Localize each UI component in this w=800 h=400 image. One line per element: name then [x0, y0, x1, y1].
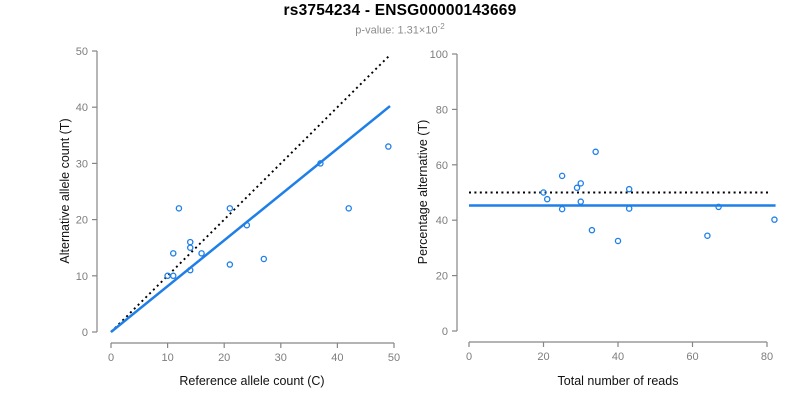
data-point [186, 244, 194, 251]
allele-count-plot-y-axis-title: Alternative allele count (T) [58, 118, 72, 263]
data-point [625, 185, 633, 193]
x-tick-label: 0 [108, 352, 114, 364]
y-tick-label: 40 [436, 215, 448, 227]
y-tick-label: 50 [76, 46, 88, 58]
data-point [543, 195, 551, 203]
x-tick-label: 0 [466, 351, 472, 363]
data-point [186, 238, 194, 246]
percentage-plot-x-axis-title: Total number of reads [558, 374, 679, 388]
data-point [625, 205, 633, 212]
x-tick-label: 10 [161, 352, 173, 364]
y-tick-label: 80 [436, 104, 448, 116]
fit-line [110, 105, 391, 333]
data-point [573, 184, 581, 192]
data-point [260, 255, 268, 263]
data-point [704, 232, 711, 239]
data-point [243, 221, 251, 229]
data-point [226, 261, 234, 268]
x-tick-label: 20 [218, 352, 230, 364]
data-point [170, 250, 177, 257]
allele-count-plot-x-axis-title: Reference allele count (C) [179, 374, 324, 388]
data-point [385, 143, 392, 150]
data-point [577, 180, 585, 187]
data-point [614, 237, 622, 245]
data-point [198, 250, 205, 257]
x-tick-label: 20 [537, 351, 549, 363]
data-point [317, 160, 324, 167]
data-point [345, 205, 352, 212]
y-tick-label: 10 [76, 271, 88, 283]
y-tick-label: 100 [430, 49, 448, 61]
y-tick-label: 20 [76, 215, 88, 227]
data-point [186, 266, 194, 274]
x-tick-label: 40 [331, 352, 343, 364]
data-point [592, 148, 599, 156]
data-point [577, 198, 585, 205]
data-point [771, 216, 778, 223]
x-tick-label: 80 [761, 351, 773, 363]
y-tick-label: 30 [76, 158, 88, 170]
data-point [540, 189, 547, 196]
data-point [558, 172, 566, 180]
x-tick-label: 50 [388, 352, 400, 364]
data-point [715, 203, 722, 211]
plot-title: rs3754234 - ENSG00000143669 [283, 2, 517, 19]
y-tick-label: 0 [82, 327, 88, 339]
x-tick-label: 30 [275, 352, 287, 364]
y-tick-label: 0 [442, 326, 448, 338]
data-point [175, 205, 183, 212]
pvalue-text: p-value: 1.31×10 [355, 24, 438, 37]
data-point [558, 205, 566, 213]
y-tick-label: 40 [76, 102, 88, 114]
data-point [170, 272, 177, 280]
y-tick-label: 60 [436, 160, 448, 172]
x-tick-label: 40 [612, 351, 624, 363]
x-tick-label: 60 [686, 351, 698, 363]
data-point [226, 205, 234, 212]
y-tick-label: 20 [436, 271, 448, 283]
identity-line [110, 55, 390, 333]
pvalue-exponent: -2 [437, 22, 445, 31]
plot-subtitle: p-value: 1.31×10-2 [0, 22, 800, 37]
data-point [588, 226, 596, 234]
percentage-plot-y-axis-title: Percentage alternative (T) [416, 120, 430, 265]
